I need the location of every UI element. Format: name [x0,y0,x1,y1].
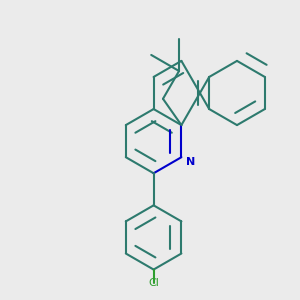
Text: Cl: Cl [148,278,159,288]
Text: N: N [186,158,195,167]
